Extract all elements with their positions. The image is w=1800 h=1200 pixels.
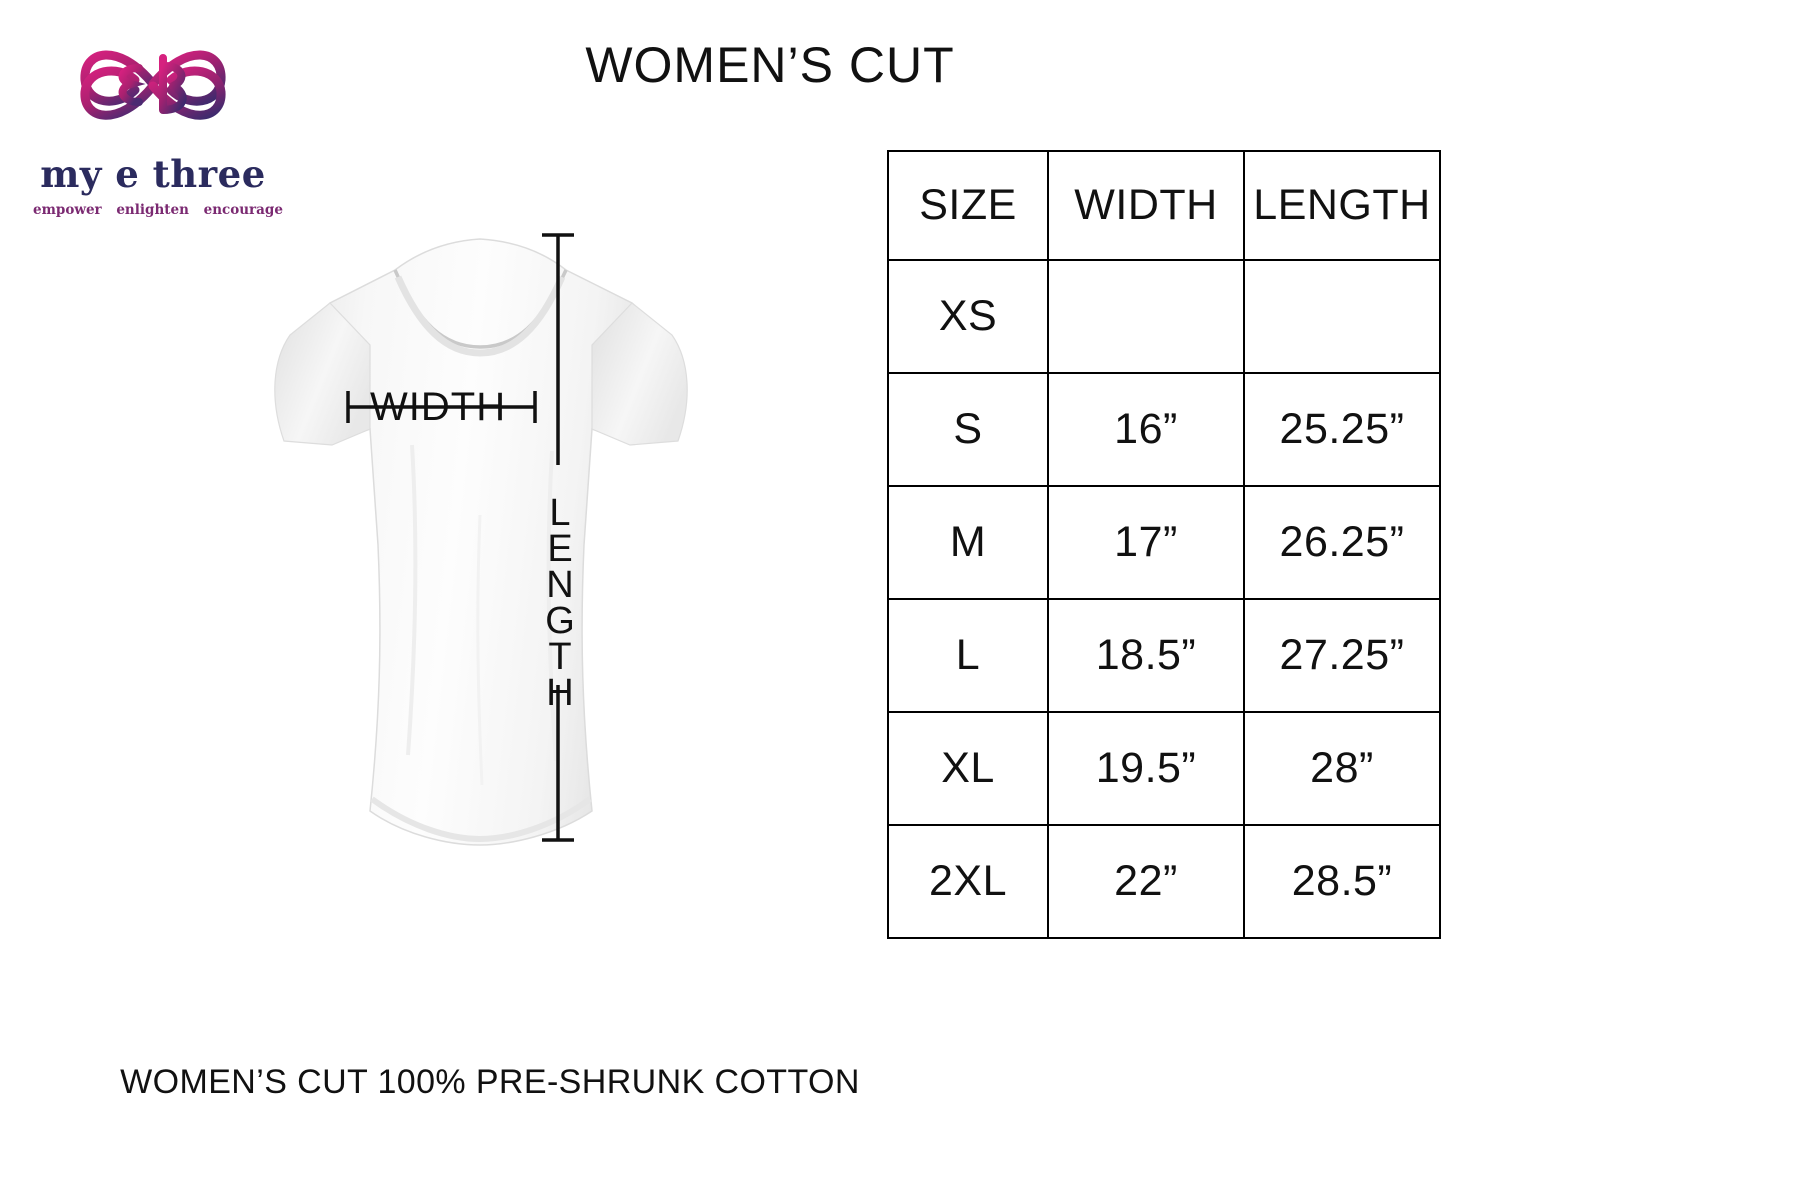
length-letter-5: T	[548, 636, 572, 679]
cell-length: 25.25”	[1243, 372, 1441, 487]
table-row: XS	[887, 259, 1441, 374]
cell-width: 19.5”	[1047, 711, 1245, 826]
cell-length: 28.5”	[1243, 824, 1441, 939]
garment-caption: WOMEN’S CUT 100% PRE-SHRUNK COTTON	[120, 1063, 860, 1101]
table-row: XL 19.5” 28”	[887, 711, 1441, 826]
size-chart-table-container: SIZE WIDTH LENGTH XS S 16” 25.25” M 17” …	[887, 150, 1441, 939]
width-dimension-label: WIDTH	[370, 385, 507, 429]
cell-length: 26.25”	[1243, 485, 1441, 600]
cell-length: 27.25”	[1243, 598, 1441, 713]
length-letter-4: G	[545, 600, 575, 643]
butterfly-loops-logo-icon	[73, 24, 233, 144]
cell-size: XL	[887, 711, 1049, 826]
cell-size: XS	[887, 259, 1049, 374]
cell-width: 18.5”	[1047, 598, 1245, 713]
length-letter-6: H	[546, 672, 574, 715]
cell-size: 2XL	[887, 824, 1049, 939]
table-row: 2XL 22” 28.5”	[887, 824, 1441, 939]
length-letter-2: E	[547, 528, 573, 571]
cell-width: 17”	[1047, 485, 1245, 600]
tagline-word-enlighten: enlighten	[116, 202, 189, 218]
table-row: L 18.5” 27.25”	[887, 598, 1441, 713]
cell-size: L	[887, 598, 1049, 713]
cell-length: 28”	[1243, 711, 1441, 826]
size-chart-table: SIZE WIDTH LENGTH XS S 16” 25.25” M 17” …	[887, 150, 1441, 939]
column-header-length: LENGTH	[1243, 150, 1441, 261]
brand-tagline: empower enlighten encourage	[28, 202, 283, 218]
column-header-size: SIZE	[887, 150, 1049, 261]
cell-size: M	[887, 485, 1049, 600]
table-row: M 17” 26.25”	[887, 485, 1441, 600]
table-row: S 16” 25.25”	[887, 372, 1441, 487]
cell-width: 22”	[1047, 824, 1245, 939]
cell-length	[1243, 259, 1441, 374]
cell-width: 16”	[1047, 372, 1245, 487]
tagline-word-empower: empower	[33, 202, 102, 218]
cell-width	[1047, 259, 1245, 374]
page-title: WOMEN’S CUT	[585, 37, 955, 93]
brand-logo: my e three empower enlighten encourage	[28, 24, 283, 234]
table-header-row: SIZE WIDTH LENGTH	[887, 150, 1441, 261]
tagline-word-encourage: encourage	[203, 202, 283, 218]
length-letter-1: L	[549, 492, 571, 534]
tshirt-illustration: WIDTH L E N G T H	[180, 215, 800, 915]
length-letter-3: N	[546, 564, 574, 607]
cell-size: S	[887, 372, 1049, 487]
length-dimension-label: L E N G T H	[538, 492, 582, 715]
brand-wordmark: my e three	[40, 152, 266, 196]
column-header-width: WIDTH	[1047, 150, 1245, 261]
